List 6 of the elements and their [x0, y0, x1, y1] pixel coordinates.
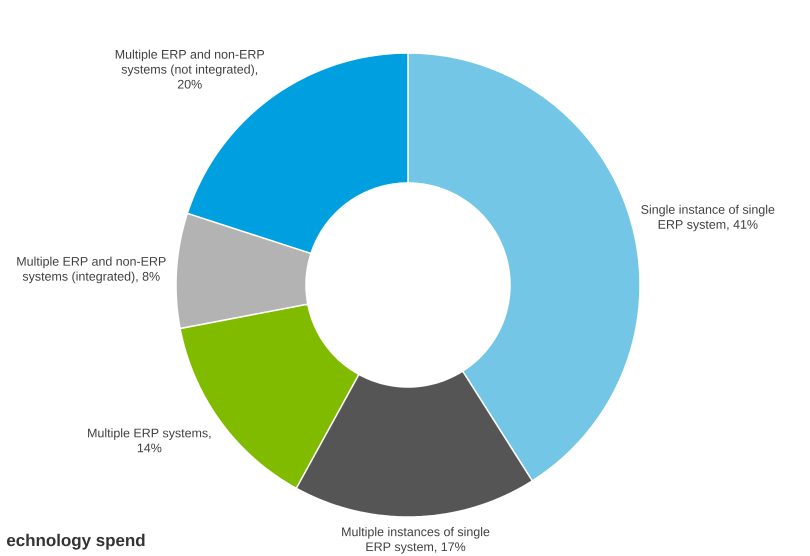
slice-label: Multiple ERP systems, 14%	[88, 428, 211, 452]
text: echnology spend	[7, 534, 145, 550]
slice-label: Multiple instances of single ERP system, 17%	[342, 527, 490, 554]
slice-label: Single instance of single ERP system, 41%	[641, 204, 774, 232]
slice-label: Multiple ERP and non-ERP systems (integrated), 8%	[17, 256, 166, 284]
slice-label: Multiple ERP and non-ERP systems (not integrated), 20%	[116, 50, 264, 89]
